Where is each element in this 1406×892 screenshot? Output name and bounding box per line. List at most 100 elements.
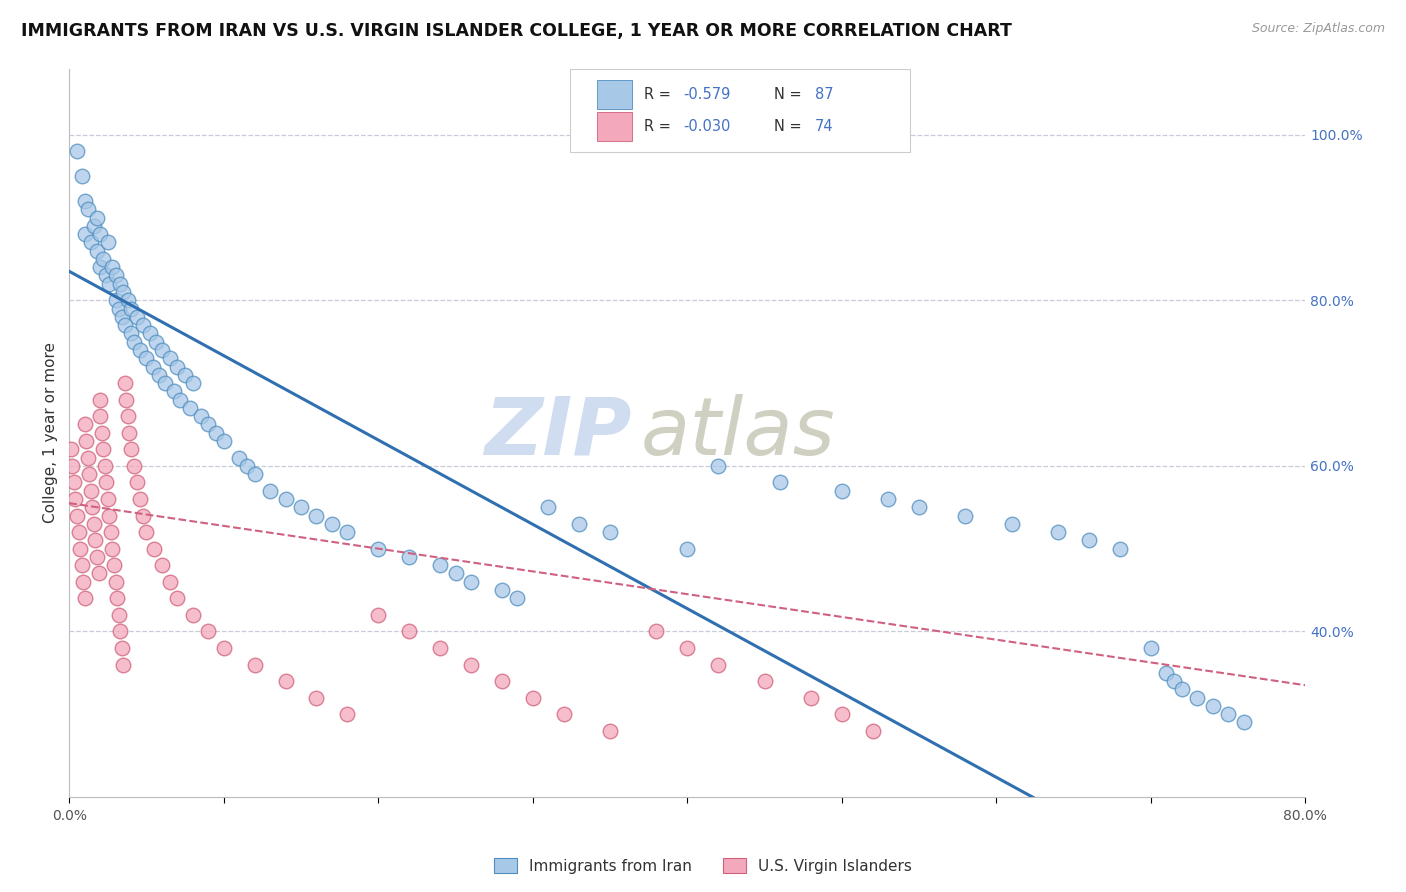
Point [76,450,98,465]
Point [69,541,91,556]
Point [82,500,104,515]
Point [150,558,173,573]
Point [98,508,121,523]
Point [107,301,129,316]
Point [132,318,155,333]
FancyBboxPatch shape [598,112,631,141]
Point [120,326,142,341]
FancyBboxPatch shape [598,80,631,109]
Point [877,491,900,506]
Text: 87: 87 [814,87,834,102]
Point [908,500,931,515]
Point [831,707,853,722]
Point [707,458,730,473]
Point [115,392,138,407]
Point [138,326,160,341]
Point [101,541,124,556]
Point [236,458,259,473]
Point [1163,674,1185,689]
Point [91,252,114,266]
Point [98,277,121,291]
Point [111,310,134,324]
Point [955,508,977,523]
Point [212,434,235,448]
Point [537,500,560,515]
Point [274,491,297,506]
Point [100,525,122,540]
Point [274,674,297,689]
Point [197,417,219,432]
Point [104,268,127,283]
Point [398,624,420,639]
Point [127,475,149,490]
Point [179,401,201,415]
Point [122,334,145,349]
Point [73,591,96,606]
Text: R =: R = [644,119,675,134]
Point [1140,640,1163,655]
Point [1171,682,1194,697]
Point [66,508,89,523]
Point [862,723,884,738]
Point [129,491,152,506]
Point [1001,516,1024,531]
Point [259,483,281,498]
Point [73,227,96,241]
Point [522,690,544,705]
Text: N =: N = [773,119,806,134]
Point [86,549,108,564]
Point [107,607,129,622]
Point [86,211,108,225]
Point [73,417,96,432]
Point [89,392,111,407]
Point [110,277,132,291]
Point [70,169,93,183]
Point [104,574,127,589]
Text: R =: R = [644,87,675,102]
Point [89,227,111,241]
Point [114,318,136,333]
Text: N =: N = [773,87,806,102]
Point [59,442,82,457]
Point [599,723,621,738]
Point [94,458,117,473]
Point [76,202,98,217]
Point [800,690,823,705]
Point [460,657,482,672]
Point [159,351,181,366]
Point [243,467,266,482]
Point [1232,715,1254,730]
Point [129,343,152,357]
Point [769,475,792,490]
Point [568,516,591,531]
Point [90,425,112,440]
Point [676,640,699,655]
Point [707,657,730,672]
Point [86,244,108,258]
Point [91,442,114,457]
Point [398,549,420,564]
Point [1202,698,1225,713]
Text: Source: ZipAtlas.com: Source: ZipAtlas.com [1251,22,1385,36]
Point [96,268,118,283]
Point [1078,533,1101,548]
Point [166,591,188,606]
Point [83,516,105,531]
Point [97,235,120,250]
Point [228,450,250,465]
Point [67,525,90,540]
Text: ZIP: ZIP [484,393,631,472]
Text: -0.579: -0.579 [683,87,731,102]
Point [80,483,103,498]
Point [181,376,204,390]
Point [103,558,125,573]
Point [169,392,191,407]
Text: -0.030: -0.030 [683,119,731,134]
Point [96,475,118,490]
Point [197,624,219,639]
Point [754,674,776,689]
Point [336,707,359,722]
Point [243,657,266,672]
Point [120,442,142,457]
Point [150,343,173,357]
